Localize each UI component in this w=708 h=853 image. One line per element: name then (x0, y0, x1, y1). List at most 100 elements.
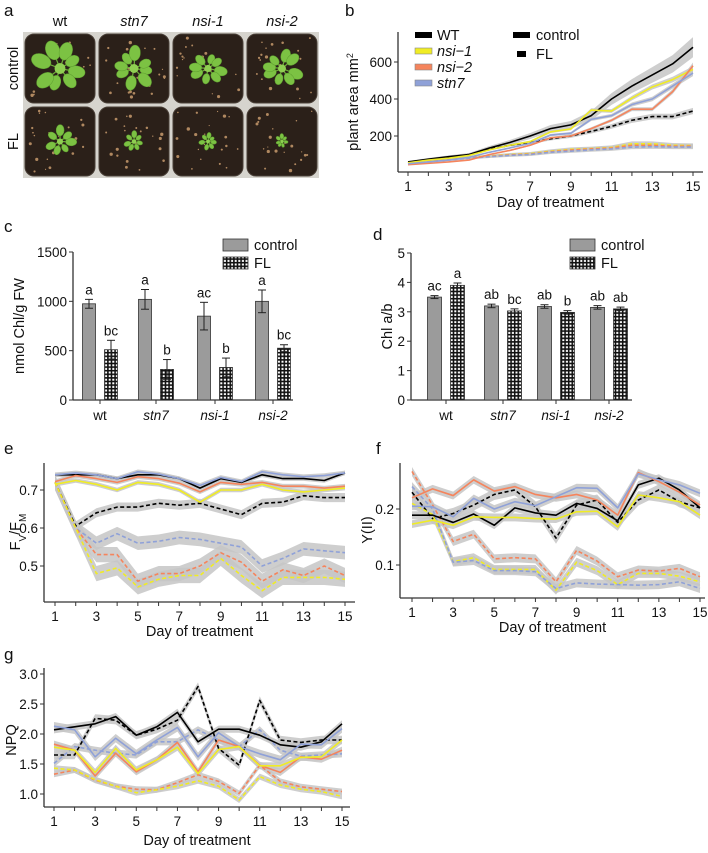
soil-speck (145, 126, 149, 130)
soil-speck (124, 129, 126, 132)
soil-speck (296, 87, 299, 91)
soil-speck (153, 47, 156, 50)
ci-band-nsi-2-control (55, 473, 345, 495)
line-stn7-FL (411, 486, 701, 590)
rosette-center (54, 63, 66, 74)
panel-label-c: c (4, 217, 13, 236)
rosette-stn7-control (114, 44, 153, 91)
legend-label-nsi-2: nsi−2 (437, 60, 472, 76)
y-axis-label: plant area mm2 (345, 53, 362, 151)
y-axis-label: FV/FM (8, 514, 29, 551)
soil-speck (299, 158, 303, 162)
pot-nsi-2-control (246, 33, 318, 104)
y-axis-label: Y(II) (360, 516, 376, 543)
x-tick-label-stn7: stn7 (143, 408, 169, 423)
soil-speck (262, 148, 265, 150)
y-axis-label: Chl a/b (380, 304, 396, 350)
soil-speck (225, 144, 228, 148)
soil-speck (272, 128, 274, 130)
leaf (116, 67, 135, 79)
soil-speck (109, 152, 113, 156)
soil-speck (115, 147, 119, 151)
significance-letter: b (222, 341, 230, 356)
x-tick-label: 9 (567, 179, 575, 194)
y-tick-label: 400 (369, 92, 392, 107)
soil-speck (67, 126, 70, 129)
line-WT-control (412, 477, 701, 527)
soil-speck (255, 73, 258, 75)
x-tick-label: 13 (645, 179, 660, 194)
leaf (58, 42, 73, 69)
soil-speck (87, 56, 90, 59)
x-tick-label-wt: wt (92, 408, 107, 423)
leaf (45, 140, 61, 150)
soil-speck (186, 127, 191, 131)
y-axis-label-part: plant area mm (346, 58, 362, 151)
bar-nsi-2-control (590, 306, 605, 401)
soil-speck (162, 159, 165, 162)
soil-speck (138, 168, 141, 171)
soil-speck (33, 170, 36, 173)
soil-speck (158, 73, 161, 76)
leaf (207, 136, 215, 142)
soil-speck (125, 159, 129, 163)
ci-band-nsi-2-FL (55, 474, 345, 589)
x-tick-label: 13 (651, 605, 666, 620)
y-tick-label: 1.0 (19, 787, 38, 802)
y-tick-label: 2 (397, 334, 405, 349)
x-tick-label: 15 (337, 609, 352, 624)
x-tick-label: 11 (611, 605, 625, 620)
rosette-center (131, 139, 137, 144)
legend-label-WT: WT (437, 28, 460, 44)
line-stn7-control (54, 470, 346, 487)
ci-band-WT-FL (408, 107, 693, 164)
y-tick-label: 0.2 (375, 502, 394, 517)
bar-wt-control (82, 303, 96, 401)
line-WT-FL (54, 482, 345, 527)
soil-speck (127, 91, 131, 94)
soil-speck (185, 36, 189, 40)
soil-speck (135, 127, 138, 129)
soil-speck (257, 120, 260, 123)
soil-speck (158, 136, 162, 140)
soil-speck (290, 144, 294, 148)
x-tick-label: 3 (93, 609, 101, 624)
soil-speck (158, 147, 162, 151)
soil-speck (161, 68, 164, 71)
line-nsi-1-control (407, 68, 694, 164)
legend-label-FL: FL (601, 256, 618, 272)
x-tick-label-nsi-1: nsi-1 (200, 408, 229, 423)
soil-speck (197, 148, 200, 151)
y-tick-label: 0.1 (375, 558, 394, 573)
rosette-center (204, 64, 212, 73)
soil-speck (235, 73, 237, 76)
x-tick-label: 15 (685, 179, 700, 194)
line-WT-FL (54, 685, 342, 766)
x-tick-label-stn7: stn7 (490, 408, 516, 423)
leaf (59, 55, 80, 70)
soil-speck (175, 137, 179, 140)
y-axis-label-part: NPQ (4, 724, 20, 755)
legend-swatch-stn7 (414, 79, 433, 87)
soil-speck (306, 153, 309, 157)
y-tick-label: 1.5 (19, 757, 38, 772)
legend-label-control: control (254, 238, 298, 254)
line-stn7-control (411, 472, 701, 518)
pot-nsi-1-control (172, 33, 244, 104)
soil-speck (191, 168, 193, 170)
line-nsi-2-control (53, 739, 343, 777)
y-axis-label-part: /F (8, 522, 24, 535)
x-tick-label: 7 (532, 605, 540, 620)
significance-letter: ac (427, 279, 442, 294)
legend-label-control: control (601, 238, 645, 254)
soil-speck (116, 82, 119, 85)
ci-band-WT-FL (55, 477, 345, 531)
y-tick-label: 200 (369, 129, 392, 144)
y-tick-label: 0 (397, 393, 405, 408)
bar-stn7-control (138, 298, 152, 401)
legend-label-control: control (536, 28, 580, 44)
soil-speck (125, 47, 129, 51)
y-tick-label: 0 (59, 393, 67, 408)
